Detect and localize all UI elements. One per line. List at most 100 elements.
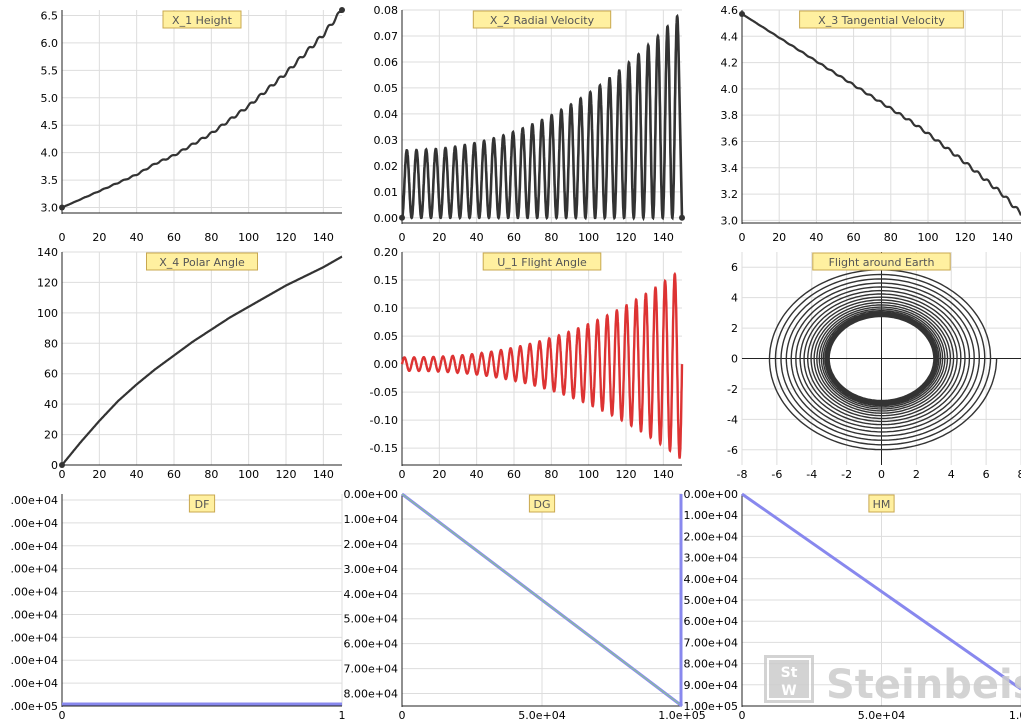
- x-tick-label: -6: [771, 468, 782, 481]
- x-tick-label: 40: [809, 231, 823, 244]
- start-point: [739, 10, 745, 17]
- y-tick-label: .00e+04: [11, 540, 58, 553]
- x-tick-label: 60: [167, 468, 181, 481]
- y-tick-label: 4.0: [721, 83, 739, 96]
- panel-df: 0 1 .00e+04 .00e+04 .00e+04 .00e+04 .00e+04 .00…: [11, 494, 346, 721]
- x-tick-label: 80: [544, 468, 558, 481]
- y-tick-label: 100: [37, 307, 58, 320]
- title-text: X_2 Radial Velocity: [490, 14, 595, 27]
- y-tick-label: -0.15: [370, 442, 398, 455]
- y-tick-label: -0.10: [370, 414, 398, 427]
- x-tick-label: 20: [432, 468, 446, 481]
- series-line: [768, 269, 998, 451]
- x-tick-label: 5.0e+04: [518, 709, 565, 721]
- panel-dg: 0 5.0e+04 1.0e+05 0.00e+00 1.00e+04 2.00e+04 3…: [344, 488, 706, 721]
- series-line: [741, 12, 1021, 216]
- y-tick-label: 3.6: [721, 135, 739, 148]
- y-tick-label: 4.00e+04: [684, 573, 738, 586]
- x-tick-label: 20: [92, 468, 106, 481]
- x-tick-label: 80: [884, 231, 898, 244]
- x-tick-label: 0: [59, 709, 66, 721]
- y-tick-label: 0.20: [374, 246, 399, 259]
- title-text: U_1 Flight Angle: [497, 256, 587, 269]
- start-point: [59, 204, 65, 211]
- y-tick-label: 0.05: [374, 82, 399, 95]
- y-tick-label: -6: [727, 444, 738, 457]
- y-tick-label: 3.0: [721, 214, 739, 227]
- title-box: [472, 10, 612, 29]
- x-tick-label: 40: [470, 468, 484, 481]
- x-tick-label: 0: [739, 709, 746, 721]
- y-tick-label: 0.15: [374, 274, 399, 287]
- x-tick-label: 0: [878, 468, 885, 481]
- x-tick-label: 120: [276, 468, 297, 481]
- title-text: X_1 Height: [172, 14, 233, 27]
- title-box: [799, 10, 964, 29]
- x-tick-label: 2: [913, 468, 920, 481]
- logo-box: [764, 655, 814, 703]
- y-tick-label: 0.02: [374, 160, 399, 173]
- logo-box-border: [767, 658, 811, 700]
- title-text: DG: [534, 498, 551, 511]
- x-tick-label: 1: [339, 709, 346, 721]
- y-tick-label: 6.0: [41, 37, 59, 50]
- series-line: [400, 271, 684, 459]
- y-tick-label: -0.05: [370, 386, 398, 399]
- y-tick-label: 0.06: [374, 56, 399, 69]
- panel-x4: 0 20 40 60 80 100 120 140 0 20 40 60 80 100 120 140 X_4 …: [37, 246, 343, 481]
- title-text: Flight around Earth: [829, 256, 935, 269]
- x-tick-label: 0: [399, 468, 406, 481]
- panel-orbit: -8 -6 -4 -2 0 2 4 6 8 -6 -4 -2 0 2 4 6 Flight around Ear…: [727, 252, 1021, 481]
- x-tick-label: 120: [616, 231, 637, 244]
- y-tick-label: 5.0: [41, 92, 59, 105]
- x-tick-label: 0: [59, 231, 66, 244]
- title-box: [868, 494, 895, 513]
- x-tick-label: 140: [992, 231, 1013, 244]
- y-tick-label: 4: [731, 292, 738, 305]
- y-tick-label: .00e+04: [11, 631, 58, 644]
- x-tick-label: 0: [59, 468, 66, 481]
- end-point: [679, 214, 685, 221]
- x-tick-label: 4: [948, 468, 955, 481]
- y-tick-label: 3.00e+04: [344, 563, 398, 576]
- chart-title: Flight around Earth: [812, 252, 951, 271]
- y-tick-label: .00e+04: [11, 563, 58, 576]
- x-tick-label: 60: [167, 231, 181, 244]
- y-tick-label: 1.00e+04: [344, 513, 398, 526]
- x-tick-label: 100: [238, 231, 259, 244]
- y-tick-label: 0.00: [374, 212, 399, 225]
- y-tick-label: 4.5: [41, 119, 59, 132]
- y-tick-label: .00e+04: [11, 654, 58, 667]
- x-tick-label: -2: [841, 468, 852, 481]
- x-tick-label: 80: [204, 231, 218, 244]
- y-tick-label: 3.5: [41, 174, 59, 187]
- chart-title: X_1 Height: [162, 10, 242, 29]
- x-tick-label: 0: [399, 231, 406, 244]
- logo-box-top: St: [781, 665, 798, 681]
- y-tick-label: .00e+04: [11, 517, 58, 530]
- chart-title: U_1 Flight Angle: [482, 252, 602, 271]
- y-tick-label: 0.05: [374, 330, 399, 343]
- x-tick-label: 60: [507, 468, 521, 481]
- x-tick-label: 20: [772, 231, 786, 244]
- title-box: [146, 252, 258, 271]
- x-tick-label: 140: [653, 468, 674, 481]
- y-tick-label: 20: [44, 429, 58, 442]
- title-box: [162, 10, 242, 29]
- y-tick-label: 5.00e+04: [684, 594, 738, 607]
- x-tick-label: 1.0e: [1009, 709, 1021, 721]
- y-tick-label: 3.8: [721, 109, 739, 122]
- y-tick-label: 3.4: [721, 162, 739, 175]
- x-tick-label: 100: [918, 231, 939, 244]
- series-line: [741, 492, 1021, 691]
- chart-title: X_4 Polar Angle: [146, 252, 258, 271]
- x-tick-label: 40: [470, 231, 484, 244]
- y-tick-label: .00e+04: [11, 586, 58, 599]
- x-tick-label: 1.0e+05: [658, 709, 705, 721]
- y-tick-label: -4: [727, 413, 738, 426]
- x-tick-label: 0: [739, 231, 746, 244]
- y-tick-label: .00e+04: [11, 494, 58, 507]
- y-tick-label: 0.10: [374, 302, 399, 315]
- y-tick-label: 4.2: [721, 57, 739, 70]
